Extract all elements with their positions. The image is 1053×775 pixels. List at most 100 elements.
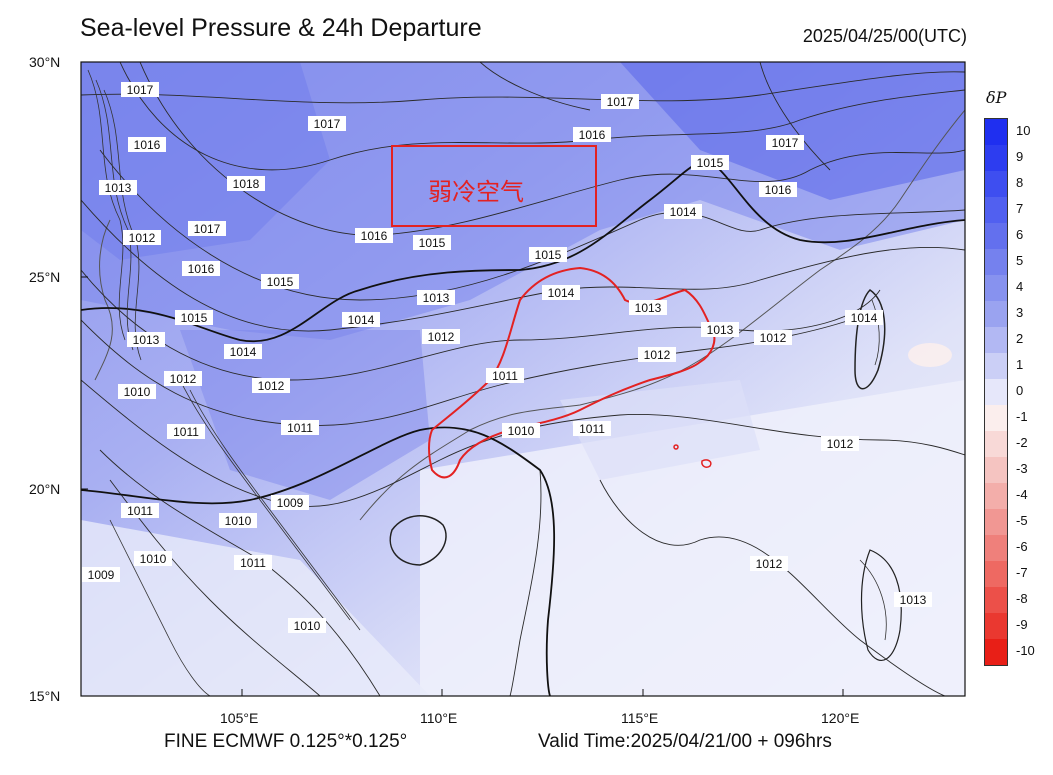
svg-text:1014: 1014 — [548, 286, 575, 300]
lon-label-105e: 105°E — [220, 710, 259, 726]
colorbar-tick-label: 10 — [1016, 123, 1031, 138]
svg-text:1011: 1011 — [173, 425, 199, 439]
colorbar-cell — [985, 249, 1007, 275]
colorbar-tick-label: -6 — [1016, 539, 1028, 554]
svg-text:1012: 1012 — [428, 330, 455, 344]
svg-text:1011: 1011 — [579, 422, 605, 436]
colorbar-tick-label: -5 — [1016, 513, 1028, 528]
chart-title: Sea-level Pressure & 24h Departure — [80, 14, 482, 42]
isobar-label: 1017 — [601, 94, 639, 109]
isobar-label: 1015 — [261, 274, 299, 289]
colorbar-tick-label: 0 — [1016, 383, 1024, 398]
svg-text:1016: 1016 — [361, 229, 388, 243]
colorbar-cell — [985, 301, 1007, 327]
isobar-label: 1010 — [219, 513, 257, 528]
svg-text:1010: 1010 — [225, 514, 252, 528]
colorbar-cell — [985, 509, 1007, 535]
isobar-label: 1017 — [188, 221, 226, 236]
isobar-label: 1011 — [281, 420, 319, 435]
svg-text:1010: 1010 — [124, 385, 151, 399]
isobar-label: 1009 — [271, 495, 309, 510]
model-info: FINE ECMWF 0.125°*0.125° — [164, 731, 408, 752]
colorbar-cell — [985, 457, 1007, 483]
lat-label-25n: 25°N — [29, 269, 61, 285]
colorbar-tick-label: -3 — [1016, 461, 1028, 476]
isobar-label: 1014 — [542, 285, 580, 300]
colorbar-cell — [985, 197, 1007, 223]
colorbar-tick-label: -1 — [1016, 409, 1028, 424]
svg-text:1011: 1011 — [240, 556, 266, 570]
lat-label-30n: 30°N — [29, 54, 61, 70]
svg-text:1010: 1010 — [294, 619, 321, 633]
colorbar-tick-label: -9 — [1016, 617, 1028, 632]
isobar-label: 1012 — [123, 230, 161, 245]
svg-text:1017: 1017 — [772, 136, 799, 150]
isobar-label: 1012 — [750, 556, 788, 571]
isobar-label: 1012 — [422, 329, 460, 344]
isobar-label: 1010 — [118, 384, 156, 399]
svg-text:1011: 1011 — [492, 369, 518, 383]
colorbar-tick-label: 2 — [1016, 331, 1024, 346]
svg-text:1013: 1013 — [707, 323, 734, 337]
colorbar-cell — [985, 535, 1007, 561]
colorbar-tick-label: -10 — [1016, 643, 1035, 658]
isobar-label: 1016 — [355, 228, 393, 243]
colorbar-cell — [985, 119, 1007, 145]
svg-text:1010: 1010 — [508, 424, 535, 438]
svg-text:1015: 1015 — [419, 236, 446, 250]
svg-text:1011: 1011 — [287, 421, 313, 435]
colorbar-cell — [985, 639, 1007, 665]
colorbar-cell — [985, 223, 1007, 249]
isobar-label: 1014 — [224, 344, 262, 359]
svg-text:1012: 1012 — [170, 372, 197, 386]
colorbar-cell — [985, 561, 1007, 587]
isobar-label: 1012 — [638, 347, 676, 362]
svg-text:1016: 1016 — [579, 128, 606, 142]
isobar-label: 1013 — [99, 180, 137, 195]
isobar-label: 1012 — [754, 330, 792, 345]
isobar-label: 1012 — [821, 436, 859, 451]
isobar-label: 1013 — [894, 592, 932, 607]
isobar-label: 1014 — [845, 310, 883, 325]
colorbar-tick-label: 5 — [1016, 253, 1024, 268]
svg-text:1015: 1015 — [697, 156, 724, 170]
lon-label-110e: 110°E — [420, 710, 458, 726]
colorbar-tick-label: 6 — [1016, 227, 1024, 242]
isobar-label: 1015 — [413, 235, 451, 250]
colorbar-cell — [985, 145, 1007, 171]
isobar-label: 1016 — [182, 261, 220, 276]
isobar-label: 1014 — [342, 312, 380, 327]
svg-text:1009: 1009 — [88, 568, 115, 582]
isobar-label: 1013 — [701, 322, 739, 337]
isobar-label: 1018 — [227, 176, 265, 191]
svg-text:1017: 1017 — [194, 222, 221, 236]
colorbar-cell — [985, 587, 1007, 613]
svg-text:1014: 1014 — [230, 345, 257, 359]
colorbar-tick-label: 3 — [1016, 305, 1024, 320]
colorbar-cell — [985, 275, 1007, 301]
svg-text:1014: 1014 — [348, 313, 375, 327]
colorbar-tick-label: -7 — [1016, 565, 1028, 580]
colorbar-tick-label: 1 — [1016, 357, 1024, 372]
isobar-label: 1017 — [308, 116, 346, 131]
svg-text:1016: 1016 — [188, 262, 215, 276]
svg-text:1015: 1015 — [181, 311, 208, 325]
svg-text:1012: 1012 — [760, 331, 787, 345]
lon-label-120e: 120°E — [821, 710, 860, 726]
isobar-label: 1011 — [234, 555, 272, 570]
svg-text:1012: 1012 — [644, 348, 671, 362]
svg-text:1012: 1012 — [827, 437, 854, 451]
isobar-label: 1011 — [121, 503, 159, 518]
valid-time: Valid Time:2025/04/21/00 + 096hrs — [538, 731, 832, 752]
colorbar-tick-label: 7 — [1016, 201, 1024, 216]
colorbar-tick-label: 8 — [1016, 175, 1024, 190]
colorbar-tick-label: -8 — [1016, 591, 1028, 606]
colorbar-tick-label: 4 — [1016, 279, 1024, 294]
isobar-label: 1015 — [529, 247, 567, 262]
isobar-label: 1015 — [691, 155, 729, 170]
colorbar-cell — [985, 431, 1007, 457]
isobar-label: 1011 — [167, 424, 205, 439]
svg-text:1015: 1015 — [267, 275, 294, 289]
svg-text:1012: 1012 — [756, 557, 783, 571]
isobar-label: 1011 — [573, 421, 611, 436]
